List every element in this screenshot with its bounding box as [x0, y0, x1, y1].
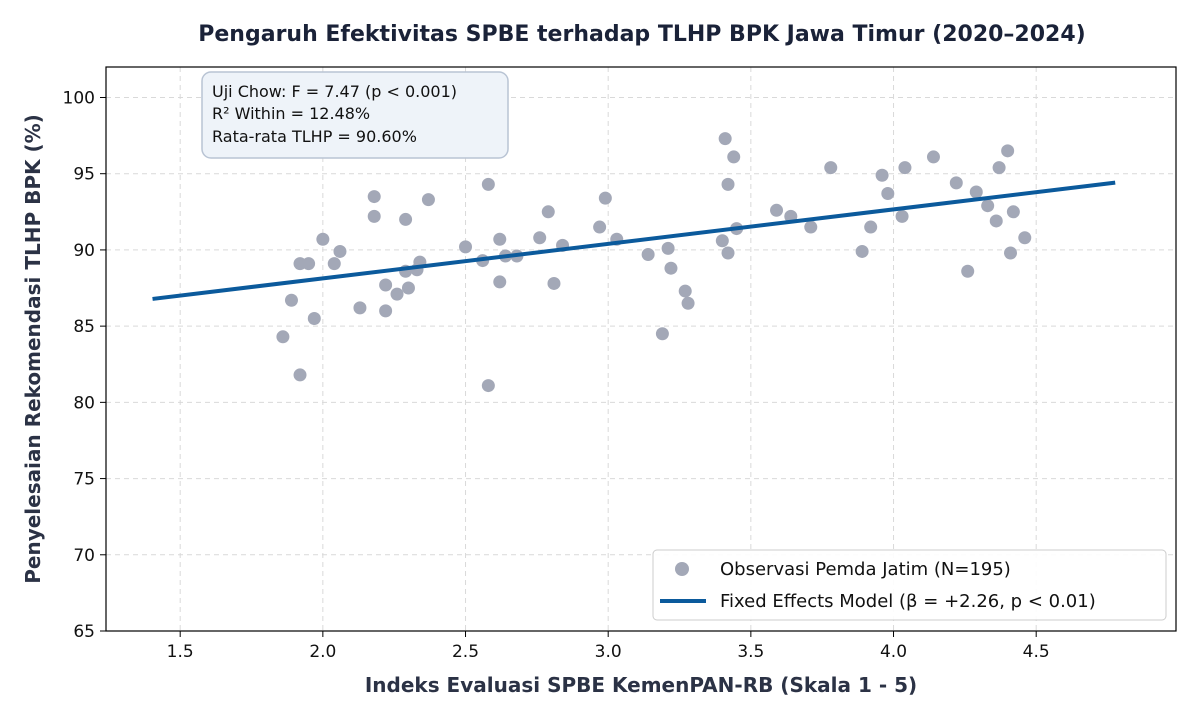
regression-line	[152, 180, 1116, 301]
regression-line-segment	[152, 180, 1116, 301]
scatter-point	[981, 199, 995, 213]
y-axis-label: Penyelesaian Rekomendasi TLHP BPK (%)	[21, 114, 45, 584]
y-tick-label: 85	[73, 317, 95, 337]
legend-marker-observations	[675, 562, 689, 576]
scatter-point	[664, 261, 678, 275]
x-tick-label: 3.5	[737, 642, 764, 662]
annotation-chow-test: Uji Chow: F = 7.47 (p < 0.001)	[212, 82, 457, 101]
scatter-point	[353, 301, 367, 315]
scatter-point	[824, 161, 838, 175]
x-tick-label: 4.0	[880, 642, 907, 662]
plot-area	[105, 66, 1177, 632]
x-tick-label: 2.0	[309, 642, 336, 662]
scatter-point	[926, 150, 940, 164]
x-tick-label: 4.5	[1023, 642, 1050, 662]
y-tick-label: 75	[73, 470, 95, 490]
scatter-point	[721, 177, 735, 191]
x-axis-label: Indeks Evaluasi SPBE KemenPAN-RB (Skala …	[365, 673, 917, 697]
scatter-point	[367, 209, 381, 223]
y-tick-label: 65	[73, 622, 95, 642]
scatter-point	[307, 312, 321, 326]
scatter-point	[481, 379, 495, 393]
y-tick-label: 90	[73, 241, 95, 261]
scatter-point	[661, 241, 675, 255]
legend-label-regression: Fixed Effects Model (β = +2.26, p < 0.01…	[720, 591, 1096, 612]
scatter-point	[379, 278, 393, 292]
x-tick-label: 2.5	[452, 642, 479, 662]
y-tick-label: 70	[73, 546, 95, 566]
annotation-r-squared: R² Within = 12.48%	[212, 104, 370, 123]
scatter-point	[598, 191, 612, 205]
scatter-point	[949, 176, 963, 190]
scatter-point	[493, 232, 507, 246]
scatter-point	[855, 244, 869, 258]
scatter-point	[864, 220, 878, 234]
chart-title: Pengaruh Efektivitas SPBE terhadap TLHP …	[198, 22, 1085, 47]
scatter-point	[804, 220, 818, 234]
scatter-point	[770, 203, 784, 217]
scatter-point	[678, 284, 692, 298]
scatter-point	[284, 293, 298, 307]
scatter-point	[898, 161, 912, 175]
y-axis-ticks: 65 70 75 80 85 90 95 100	[63, 88, 106, 642]
scatter-point	[641, 247, 655, 261]
scatter-point	[399, 212, 413, 226]
scatter-point	[969, 185, 983, 199]
scatter-point	[481, 177, 495, 191]
scatter-point	[875, 168, 889, 182]
scatter-point	[881, 187, 895, 201]
scatter-point	[727, 150, 741, 164]
scatter-point	[541, 205, 555, 219]
scatter-point	[421, 193, 435, 207]
scatter-point	[989, 214, 1003, 228]
x-axis-ticks: 1.5 2.0 2.5 3.0 3.5 4.0 4.5	[167, 631, 1050, 662]
scatter-point	[316, 232, 330, 246]
scatter-point	[401, 281, 415, 295]
scatter-point	[390, 287, 404, 301]
y-tick-label: 100	[63, 88, 95, 108]
scatter-point	[1001, 144, 1015, 158]
scatter-point	[1004, 246, 1018, 260]
scatter-point	[655, 327, 669, 341]
scatter-point	[1006, 205, 1020, 219]
scatter-point	[333, 244, 347, 258]
scatter-point	[718, 132, 732, 146]
scatter-point	[721, 246, 735, 260]
scatter-point	[1018, 231, 1032, 245]
scatter-point	[992, 161, 1006, 175]
scatter-point	[276, 330, 290, 344]
scatter-point	[681, 296, 695, 310]
statistics-annotation: Uji Chow: F = 7.47 (p < 0.001) R² Within…	[201, 71, 509, 159]
scatter-point	[895, 209, 909, 223]
scatter-series	[276, 132, 1032, 393]
scatter-point	[302, 257, 316, 271]
scatter-point	[327, 257, 341, 271]
grid-lines	[106, 67, 1176, 632]
legend: Observasi Pemda Jatim (N=195) Fixed Effe…	[652, 549, 1167, 621]
scatter-point	[715, 234, 729, 248]
scatter-point	[961, 264, 975, 278]
scatter-point	[459, 240, 473, 254]
scatter-point	[547, 276, 561, 290]
annotation-mean-tlhp: Rata-rata TLHP = 90.60%	[212, 127, 417, 146]
y-tick-label: 95	[73, 165, 95, 185]
scatter-point	[593, 220, 607, 234]
scatter-point	[533, 231, 547, 245]
scatter-point	[379, 304, 393, 318]
scatter-point	[493, 275, 507, 289]
x-tick-label: 1.5	[167, 642, 194, 662]
scatter-point	[367, 190, 381, 204]
y-tick-label: 80	[73, 393, 95, 413]
scatter-point	[293, 368, 307, 382]
x-tick-label: 3.0	[595, 642, 622, 662]
legend-label-observations: Observasi Pemda Jatim (N=195)	[720, 559, 1011, 580]
